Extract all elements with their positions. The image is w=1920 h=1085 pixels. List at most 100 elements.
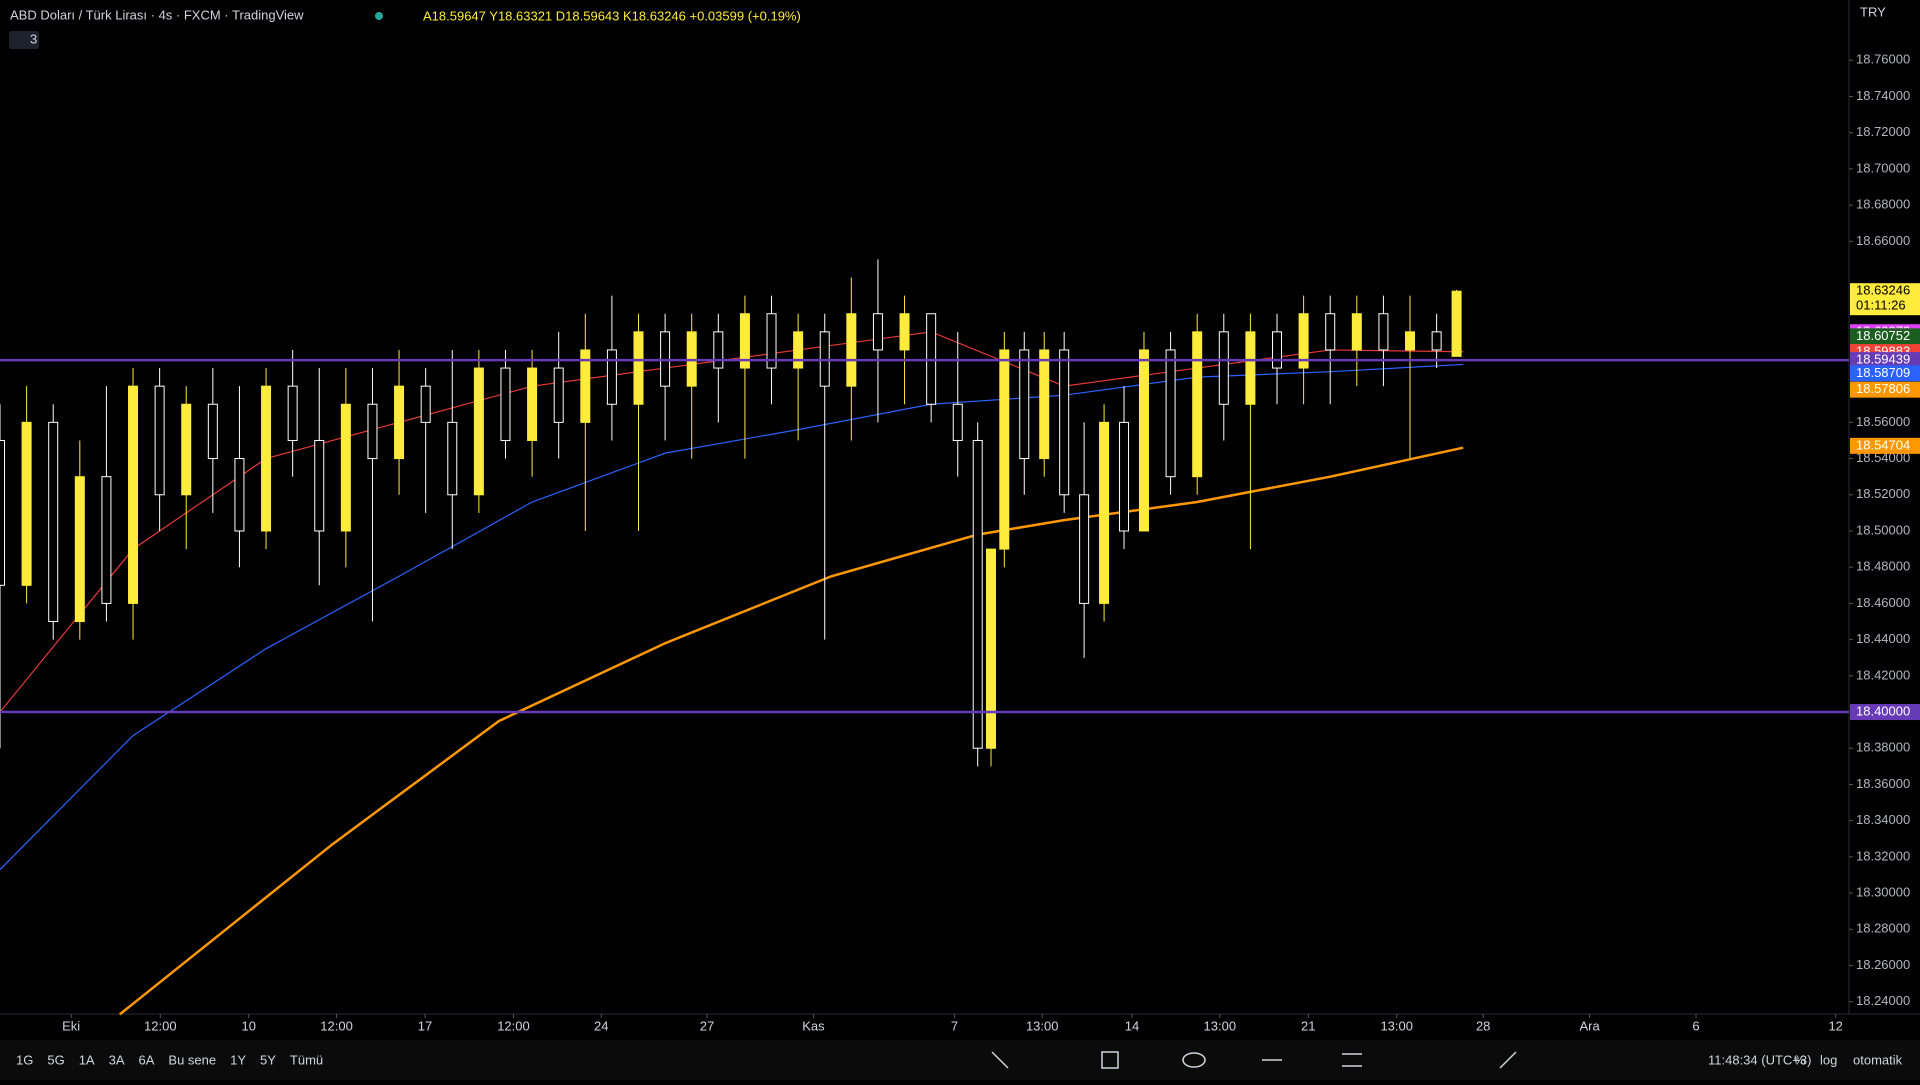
tool-icon[interactable] [991, 1051, 1009, 1069]
candle-body [1099, 421, 1110, 604]
candle-body [181, 403, 192, 496]
y-tick-label: 18.46000 [1856, 595, 1910, 610]
y-tick-label: 18.74000 [1856, 88, 1910, 103]
x-tick-label: 12 [1828, 1018, 1842, 1033]
price-tag-label: 18.57806 [1856, 381, 1910, 396]
price-tag-label: 18.60752 [1856, 328, 1910, 343]
candle-body [846, 313, 857, 387]
x-tick-label: 6 [1692, 1018, 1699, 1033]
x-tick-label: 12:00 [497, 1018, 530, 1033]
x-tick-label: 7 [951, 1018, 958, 1033]
x-tick-label: 12:00 [320, 1018, 353, 1033]
candle-body [1079, 494, 1090, 604]
candle-body [899, 313, 910, 351]
candle-body [74, 476, 85, 623]
candle-body [0, 439, 5, 586]
x-tick-label: 21 [1301, 1018, 1315, 1033]
candle-body [1298, 313, 1309, 369]
y-tick-label: 18.52000 [1856, 486, 1910, 501]
candle-body [999, 349, 1010, 550]
candle-body [287, 385, 298, 441]
x-tick-label: 10 [242, 1018, 256, 1033]
symbol-title: ABD Doları / Türk Lirası · 4s · FXCM · T… [10, 7, 304, 22]
y-tick-label: 18.28000 [1856, 921, 1910, 936]
y-tick-label: 18.38000 [1856, 740, 1910, 755]
price-tag-label: 18.58709 [1856, 365, 1910, 380]
price-tag-label: 18.59439 [1856, 352, 1910, 367]
indicator-count[interactable]: 3 [30, 31, 37, 46]
y-tick-label: 18.70000 [1856, 160, 1910, 175]
y-tick-label: 18.24000 [1856, 993, 1910, 1008]
price-tag [1850, 365, 1920, 382]
log-toggle[interactable]: log [1820, 1052, 1837, 1067]
indicator-toggle[interactable] [9, 31, 39, 49]
x-tick-label: 24 [594, 1018, 608, 1033]
candle-body [872, 313, 883, 351]
y-tick-label: 18.34000 [1856, 812, 1910, 827]
tool-icon[interactable] [1101, 1051, 1119, 1069]
price-tag [1850, 328, 1920, 345]
candle-body [713, 331, 724, 369]
range-button[interactable]: Tümü [290, 1052, 323, 1067]
candle-body [1059, 349, 1070, 496]
x-tick-label: 28 [1476, 1018, 1490, 1033]
candle-body [1351, 313, 1362, 351]
candle-body [1378, 313, 1389, 351]
price-tag-label: 18.63246 [1856, 283, 1910, 298]
x-tick-label: 13:00 [1380, 1018, 1413, 1033]
candle-body [553, 367, 564, 423]
candle-body [580, 349, 591, 423]
price-tag [1850, 704, 1920, 721]
currency[interactable]: TRY [1860, 4, 1886, 19]
range-button[interactable]: 6A [139, 1052, 155, 1067]
candle-body [606, 349, 617, 405]
tool-icon[interactable] [1499, 1051, 1517, 1069]
candle-body [1405, 331, 1416, 351]
price-tag-label: 18.54704 [1856, 437, 1910, 452]
candle-body [739, 313, 750, 369]
x-tick-label: Ara [1579, 1018, 1600, 1033]
range-button[interactable]: 5G [47, 1052, 64, 1067]
candle-body [1165, 349, 1176, 478]
range-button[interactable]: 1G [16, 1052, 33, 1067]
x-tick-label: Kas [802, 1018, 825, 1033]
candle-body [234, 458, 245, 532]
price-tag [1850, 283, 1920, 316]
candle-body [633, 331, 644, 405]
y-tick-label: 18.72000 [1856, 124, 1910, 139]
range-button[interactable]: 3A [109, 1052, 125, 1067]
candle-body [101, 476, 112, 604]
candle-body [261, 385, 272, 532]
candle-body [1245, 331, 1256, 405]
candle-body [1325, 313, 1336, 351]
range-button[interactable]: 1A [79, 1052, 95, 1067]
ohlc: A18.59647 Y18.63321 D18.59643 K18.63246 … [423, 8, 801, 23]
range-button[interactable]: 1Y [230, 1052, 246, 1067]
candle-body [527, 367, 538, 441]
candle-body [766, 313, 777, 369]
x-tick-label: 27 [700, 1018, 714, 1033]
candle-body [314, 439, 325, 532]
drawing-tools[interactable] [991, 1051, 1517, 1069]
candle-body [1272, 331, 1283, 369]
auto-toggle[interactable]: otomatik [1853, 1052, 1903, 1067]
x-tick-label: 12:00 [144, 1018, 177, 1033]
percent-toggle[interactable]: % [1794, 1052, 1806, 1067]
candle-body [473, 367, 484, 496]
range-button[interactable]: Bu sene [168, 1052, 216, 1067]
bottom-toolbar [0, 1040, 1920, 1080]
x-tick-label: 13:00 [1026, 1018, 1059, 1033]
candle-body [1019, 349, 1030, 460]
tool-icon[interactable] [1182, 1052, 1206, 1068]
y-tick-label: 18.68000 [1856, 197, 1910, 212]
candle-body [1431, 331, 1442, 351]
candle-body [207, 403, 218, 460]
candle-body [1218, 331, 1229, 405]
candle-body [367, 403, 378, 460]
range-button[interactable]: 5Y [260, 1052, 276, 1067]
y-tick-label: 18.66000 [1856, 233, 1910, 248]
candle-body [1119, 421, 1130, 532]
candle-body [340, 403, 351, 532]
